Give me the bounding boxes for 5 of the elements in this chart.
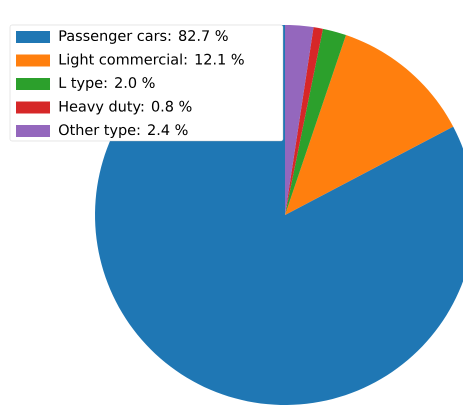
legend-label: Heavy duty: 0.8 % <box>60 100 192 114</box>
legend-label: Light commercial: 12.1 % <box>60 53 244 68</box>
legend-label: Passenger cars: 82.7 % <box>60 30 228 44</box>
legend-label: Other type: 2.4 % <box>59 124 188 138</box>
legend-label: L type: 2.0 % <box>60 77 155 91</box>
